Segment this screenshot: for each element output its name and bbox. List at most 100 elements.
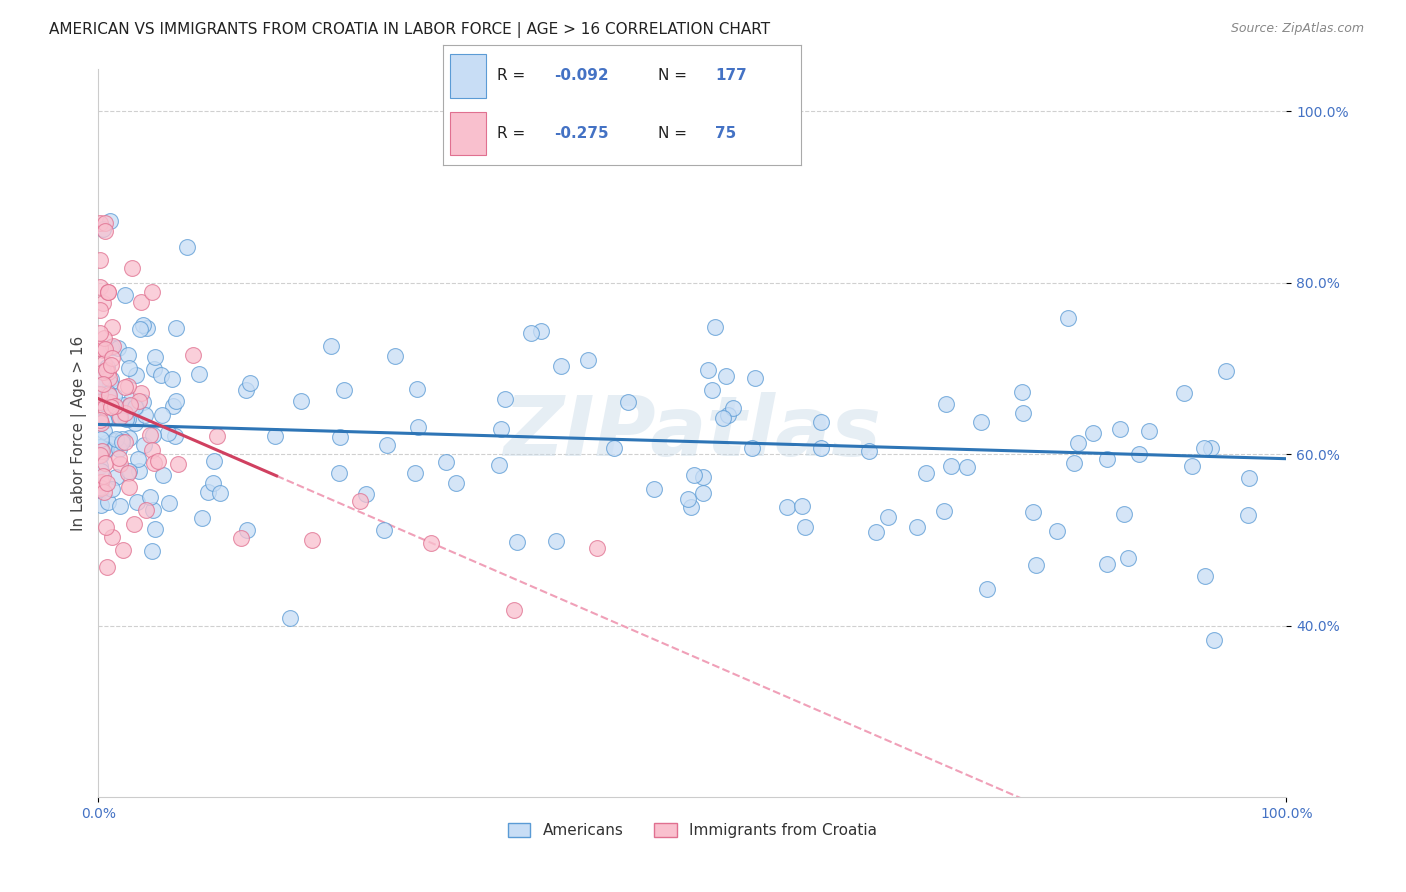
Point — [108, 409, 131, 424]
Point — [935, 397, 957, 411]
Point — [93, 443, 115, 458]
Point — [520, 326, 543, 341]
Point — [1081, 425, 1104, 440]
Point — [90, 416, 112, 430]
Point — [790, 499, 813, 513]
Point — [114, 288, 136, 302]
Point — [905, 520, 928, 534]
Point — [104, 432, 127, 446]
Point — [503, 603, 526, 617]
Point — [616, 395, 638, 409]
Text: Source: ZipAtlas.com: Source: ZipAtlas.com — [1230, 22, 1364, 36]
Point — [107, 341, 129, 355]
Point — [90, 465, 112, 479]
Point — [1056, 310, 1078, 325]
Point — [494, 392, 516, 406]
Point — [89, 216, 111, 230]
Point — [91, 469, 114, 483]
Point — [97, 285, 120, 299]
Point — [143, 523, 166, 537]
Point — [406, 383, 429, 397]
Point — [125, 368, 148, 382]
Point — [96, 360, 118, 375]
Point — [858, 443, 880, 458]
Point — [91, 376, 114, 391]
Point — [100, 436, 122, 450]
Text: AMERICAN VS IMMIGRANTS FROM CROATIA IN LABOR FORCE | AGE > 16 CORRELATION CHART: AMERICAN VS IMMIGRANTS FROM CROATIA IN L… — [49, 22, 770, 38]
Point — [89, 326, 111, 340]
Point — [354, 487, 377, 501]
Point — [1114, 507, 1136, 521]
Point — [1199, 441, 1222, 455]
Point — [1181, 459, 1204, 474]
Point — [176, 240, 198, 254]
Point — [1011, 385, 1033, 400]
Point — [100, 351, 122, 365]
Point — [1128, 447, 1150, 461]
Point — [93, 216, 115, 230]
Point — [157, 426, 180, 441]
Point — [108, 442, 131, 456]
Point — [865, 525, 887, 540]
Point — [94, 343, 117, 357]
Point — [91, 387, 114, 401]
Point — [914, 467, 936, 481]
Point — [89, 413, 111, 427]
Point — [90, 443, 112, 458]
Point — [1137, 424, 1160, 438]
Point — [129, 385, 152, 400]
Point — [108, 457, 131, 471]
Point — [970, 416, 993, 430]
Point — [877, 510, 900, 524]
Point — [321, 339, 343, 353]
Point — [976, 582, 998, 596]
Point — [108, 499, 131, 513]
Point — [100, 340, 122, 354]
Point — [117, 379, 139, 393]
Point — [94, 435, 117, 450]
Point — [1109, 422, 1132, 436]
Point — [1215, 363, 1237, 377]
Point — [128, 394, 150, 409]
Point — [932, 503, 955, 517]
Point — [111, 432, 134, 446]
Point — [114, 435, 136, 450]
Point — [89, 303, 111, 318]
Point — [91, 295, 114, 310]
Point — [91, 365, 114, 379]
Point — [420, 536, 443, 550]
Point — [444, 475, 467, 490]
Point — [97, 285, 120, 300]
Point — [603, 441, 626, 455]
Point — [229, 531, 252, 545]
Point — [1012, 406, 1035, 420]
Point — [118, 361, 141, 376]
Point — [103, 389, 125, 403]
Point — [208, 485, 231, 500]
Text: N =: N = — [658, 126, 688, 141]
Point — [100, 400, 122, 414]
Point — [118, 480, 141, 494]
Point — [89, 480, 111, 494]
Point — [506, 535, 529, 549]
Point — [100, 483, 122, 497]
Point — [111, 435, 134, 450]
Point — [1095, 452, 1118, 467]
Point — [124, 400, 146, 414]
Text: -0.275: -0.275 — [554, 126, 609, 141]
Point — [550, 359, 572, 373]
Point — [239, 376, 262, 390]
Point — [141, 285, 163, 299]
Point — [187, 368, 209, 382]
Point — [716, 408, 738, 422]
Point — [98, 213, 121, 227]
Point — [132, 438, 155, 452]
Point — [94, 400, 117, 414]
Point — [1046, 524, 1069, 539]
Point — [132, 395, 155, 409]
Y-axis label: In Labor Force | Age > 16: In Labor Force | Age > 16 — [72, 335, 87, 531]
Point — [205, 428, 228, 442]
Point — [135, 321, 157, 335]
Point — [1239, 470, 1261, 484]
Point — [89, 387, 111, 401]
